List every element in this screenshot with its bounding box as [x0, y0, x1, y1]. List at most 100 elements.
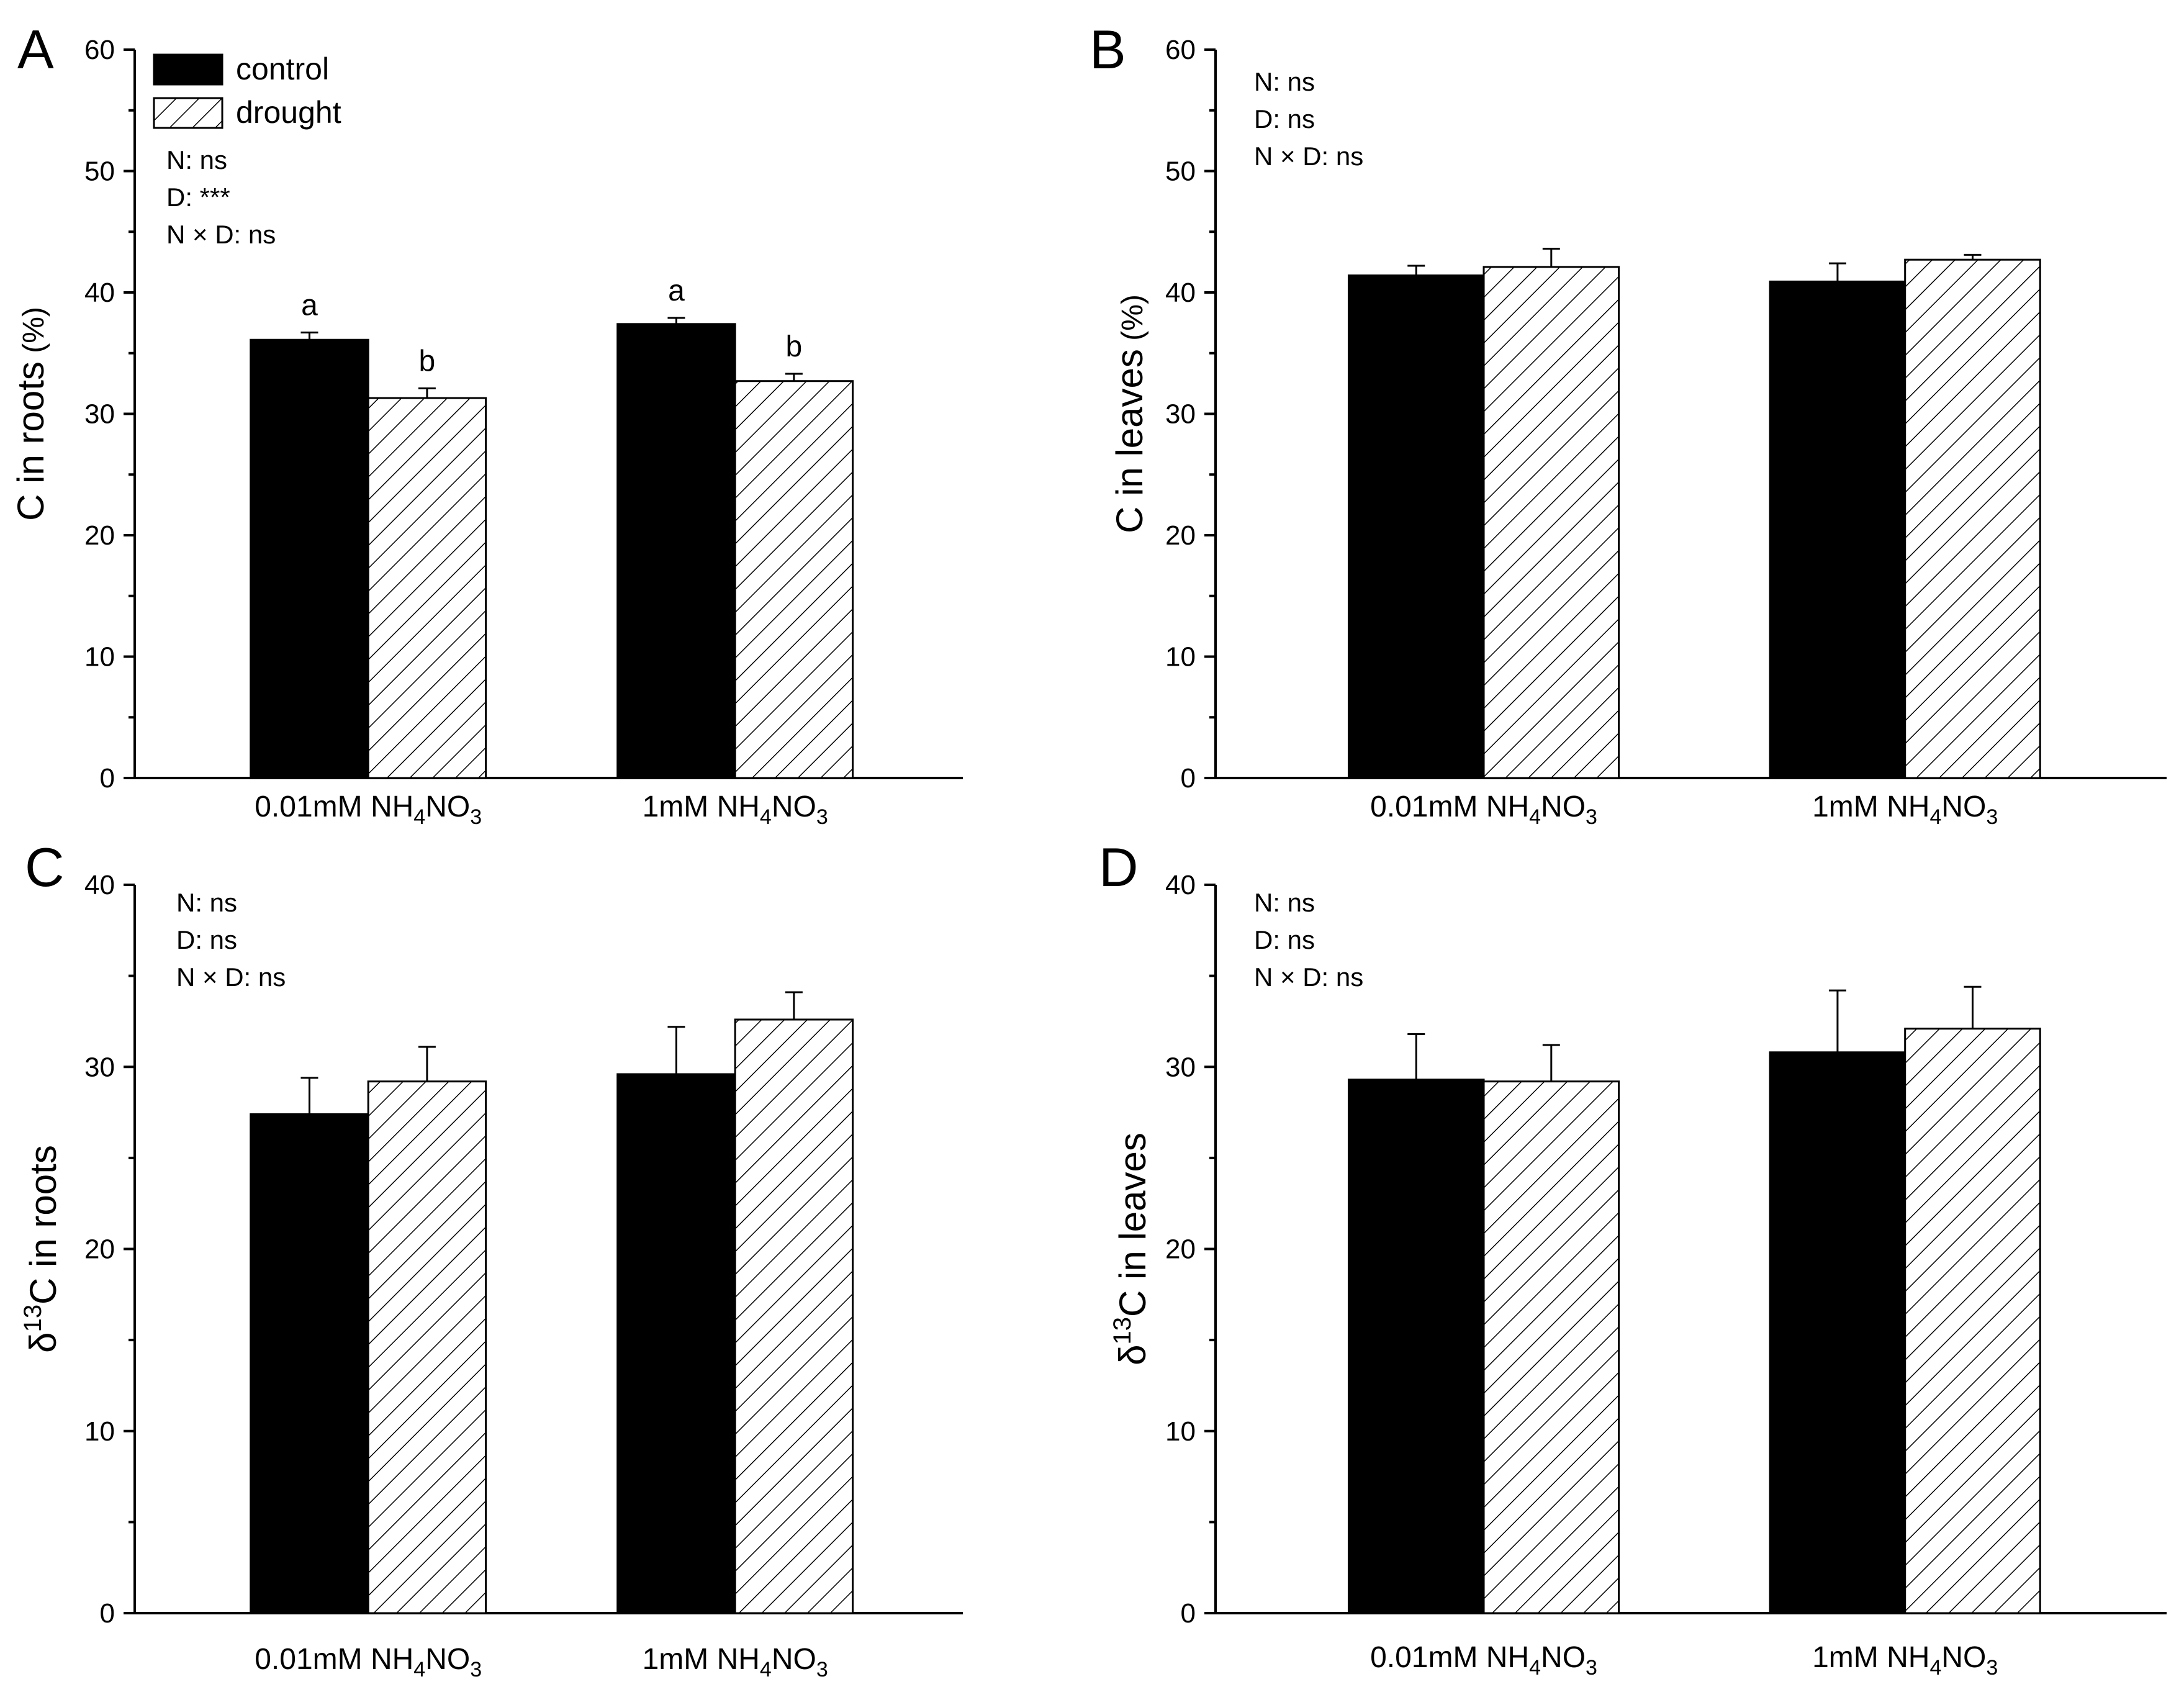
bar-control: [1769, 1051, 1906, 1614]
bar-control: [250, 338, 369, 779]
category-text: NO: [1541, 790, 1586, 823]
ylabel-superscript: 13: [19, 1305, 47, 1332]
y-tick-label: 20: [1165, 1234, 1196, 1265]
y-tick-label: 40: [1165, 870, 1196, 900]
y-tick-label: 60: [1165, 35, 1196, 65]
y-tick-label: 50: [84, 156, 115, 187]
category-text: 1mM NH: [1812, 790, 1929, 823]
y-tick-label: 0: [100, 1598, 115, 1629]
stats-text: D: ***: [166, 183, 230, 212]
ylabel-text: C in roots: [22, 1145, 64, 1305]
legend-swatch-drought: [153, 97, 223, 129]
y-axis-label: δ13C in roots: [19, 1145, 64, 1353]
stats-text: N: ns: [176, 888, 237, 917]
category-text: 0.01mM NH: [1370, 1641, 1529, 1674]
stats-text: D: ns: [1254, 925, 1315, 954]
y-tick-label: 0: [1181, 763, 1196, 794]
significance-letter: a: [301, 289, 318, 322]
legend-swatch-control: [153, 53, 223, 86]
category-subscript: 4: [760, 805, 772, 829]
x-category-label: 0.01mM NH4NO3: [1370, 1641, 1597, 1680]
category-text: NO: [772, 790, 816, 823]
bar-control: [616, 1073, 736, 1614]
x-category-label: 1mM NH4NO3: [1812, 790, 1998, 829]
bar-control: [250, 1113, 369, 1614]
x-category-label: 1mM NH4NO3: [643, 1643, 828, 1681]
y-tick-label: 30: [84, 399, 115, 430]
x-category-label: 1mM NH4NO3: [643, 790, 828, 829]
y-tick-label: 40: [84, 870, 115, 900]
category-subscript: 4: [1529, 805, 1541, 829]
x-category-label: 0.01mM NH4NO3: [255, 790, 482, 829]
category-subscript: 3: [470, 805, 482, 829]
x-category-label: 0.01mM NH4NO3: [255, 1643, 482, 1681]
bar-drought: [734, 380, 854, 779]
y-tick-label: 30: [1165, 1052, 1196, 1082]
panel-label: C: [25, 836, 65, 898]
category-text: NO: [1541, 1641, 1586, 1674]
panel-label: B: [1090, 19, 1126, 80]
y-tick-label: 10: [1165, 1416, 1196, 1447]
y-tick-label: 40: [1165, 278, 1196, 308]
y-tick-label: 10: [84, 642, 115, 672]
y-tick-label: 30: [84, 1052, 115, 1082]
y-tick-label: 20: [84, 1234, 115, 1265]
significance-letter: a: [668, 274, 685, 307]
category-text: 1mM NH: [643, 1643, 760, 1676]
y-tick-label: 60: [84, 35, 115, 65]
panel-label: D: [1099, 836, 1139, 898]
ylabel-text: C in roots: [10, 361, 52, 521]
y-tick-label: 0: [1181, 1598, 1196, 1629]
significance-letter: b: [786, 330, 803, 363]
category-subscript: 4: [1929, 805, 1941, 829]
stats-text: N × D: ns: [176, 962, 286, 992]
stats-text: N × D: ns: [166, 220, 276, 249]
y-tick-label: 20: [84, 520, 115, 551]
category-subscript: 3: [1986, 1656, 1998, 1680]
category-subscript: 3: [1586, 1656, 1597, 1680]
category-text: 0.01mM NH: [1370, 790, 1529, 823]
category-subscript: 4: [413, 1658, 425, 1681]
ylabel-unit: (%): [17, 307, 50, 361]
category-text: 0.01mM NH: [255, 1643, 413, 1676]
category-text: NO: [1941, 1641, 1986, 1674]
y-axis-label: C in leaves (%): [1109, 294, 1150, 533]
stats-text: N: ns: [1254, 888, 1315, 917]
category-subscript: 3: [1986, 805, 1998, 829]
bar-drought: [1482, 1080, 1620, 1614]
y-tick-label: 50: [1165, 156, 1196, 187]
category-text: 0.01mM NH: [255, 790, 413, 823]
stats-text: N × D: ns: [1254, 142, 1363, 171]
bar-drought: [1482, 266, 1620, 779]
legend: control drought: [153, 52, 341, 130]
bar-control: [1347, 274, 1485, 779]
category-subscript: 4: [1529, 1656, 1541, 1680]
ylabel-greek: δ: [22, 1332, 64, 1352]
category-subscript: 3: [470, 1658, 482, 1681]
x-category-label: 1mM NH4NO3: [1812, 1641, 1998, 1680]
y-tick-label: 10: [1165, 642, 1196, 672]
category-subscript: 3: [1586, 805, 1597, 829]
bar-drought: [1904, 258, 2041, 779]
bar-control: [1347, 1079, 1485, 1614]
y-tick-label: 10: [84, 1416, 115, 1447]
category-text: NO: [1941, 790, 1986, 823]
y-tick-label: 40: [84, 278, 115, 308]
panel-label: A: [17, 19, 54, 80]
category-subscript: 4: [760, 1658, 772, 1681]
category-subscript: 3: [816, 805, 828, 829]
y-tick-label: 30: [1165, 399, 1196, 430]
ylabel-text: C in leaves: [1112, 1133, 1153, 1317]
category-text: NO: [425, 790, 470, 823]
bar-drought: [367, 397, 487, 779]
y-axis-label: C in roots (%): [10, 307, 52, 521]
ylabel-text: C in leaves: [1109, 349, 1150, 533]
category-subscript: 4: [413, 805, 425, 829]
category-text: NO: [772, 1643, 816, 1676]
bar-drought: [367, 1080, 487, 1614]
legend-label-control: control: [236, 52, 329, 86]
y-tick-label: 0: [100, 763, 115, 794]
